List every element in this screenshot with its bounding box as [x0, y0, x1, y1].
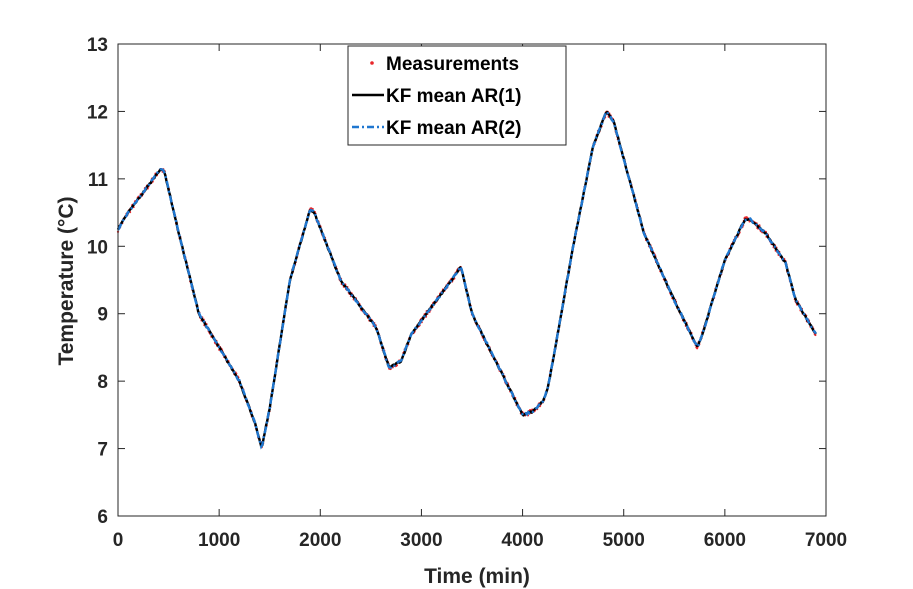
axes: 0 1000 2000 3000 4000 5000 6000 7000 6 7 8 9 10 11 12 1…: [87, 35, 847, 551]
y-tick-label: 11: [88, 170, 109, 191]
series-kf-mean-ar1: [116, 110, 817, 448]
legend-label-measurements: Measurements: [386, 54, 519, 75]
x-tick-label: 7000: [805, 530, 847, 551]
y-tick-label: 8: [97, 372, 108, 393]
legend-label-ar1: KF mean AR(1): [386, 86, 521, 107]
y-tick-label: 6: [97, 507, 108, 528]
plot-area: [116, 110, 817, 450]
legend-label-ar2: KF mean AR(2): [386, 118, 521, 139]
y-tick-label: 10: [87, 237, 108, 258]
series-kf-mean-ar2: [117, 110, 817, 450]
x-tick-label: 0: [113, 530, 124, 551]
y-tick-label: 12: [87, 102, 108, 123]
measurement-point: [814, 333, 817, 337]
y-tick-label: 9: [97, 305, 108, 326]
y-tick-label: 13: [87, 35, 108, 56]
x-tick-label: 1000: [198, 530, 240, 551]
x-tick-label: 2000: [299, 530, 341, 551]
measurement-point: [696, 347, 699, 350]
legend-box: [347, 45, 567, 146]
y-axis-title: Temperature (°C): [55, 196, 78, 365]
y-tick-label: 7: [97, 440, 108, 461]
legend: Measurements KF mean AR(1) KF mean AR(2): [347, 45, 567, 146]
x-tick-label: 6000: [704, 530, 746, 551]
x-tick-label: 5000: [603, 530, 645, 551]
x-tick-label: 3000: [400, 530, 442, 551]
axes-frame: [117, 43, 827, 517]
x-tick-label: 4000: [501, 530, 543, 551]
x-axis-title: Time (min): [424, 565, 530, 588]
series-measurements: [116, 110, 817, 449]
legend-marker-measurements: [370, 61, 374, 65]
